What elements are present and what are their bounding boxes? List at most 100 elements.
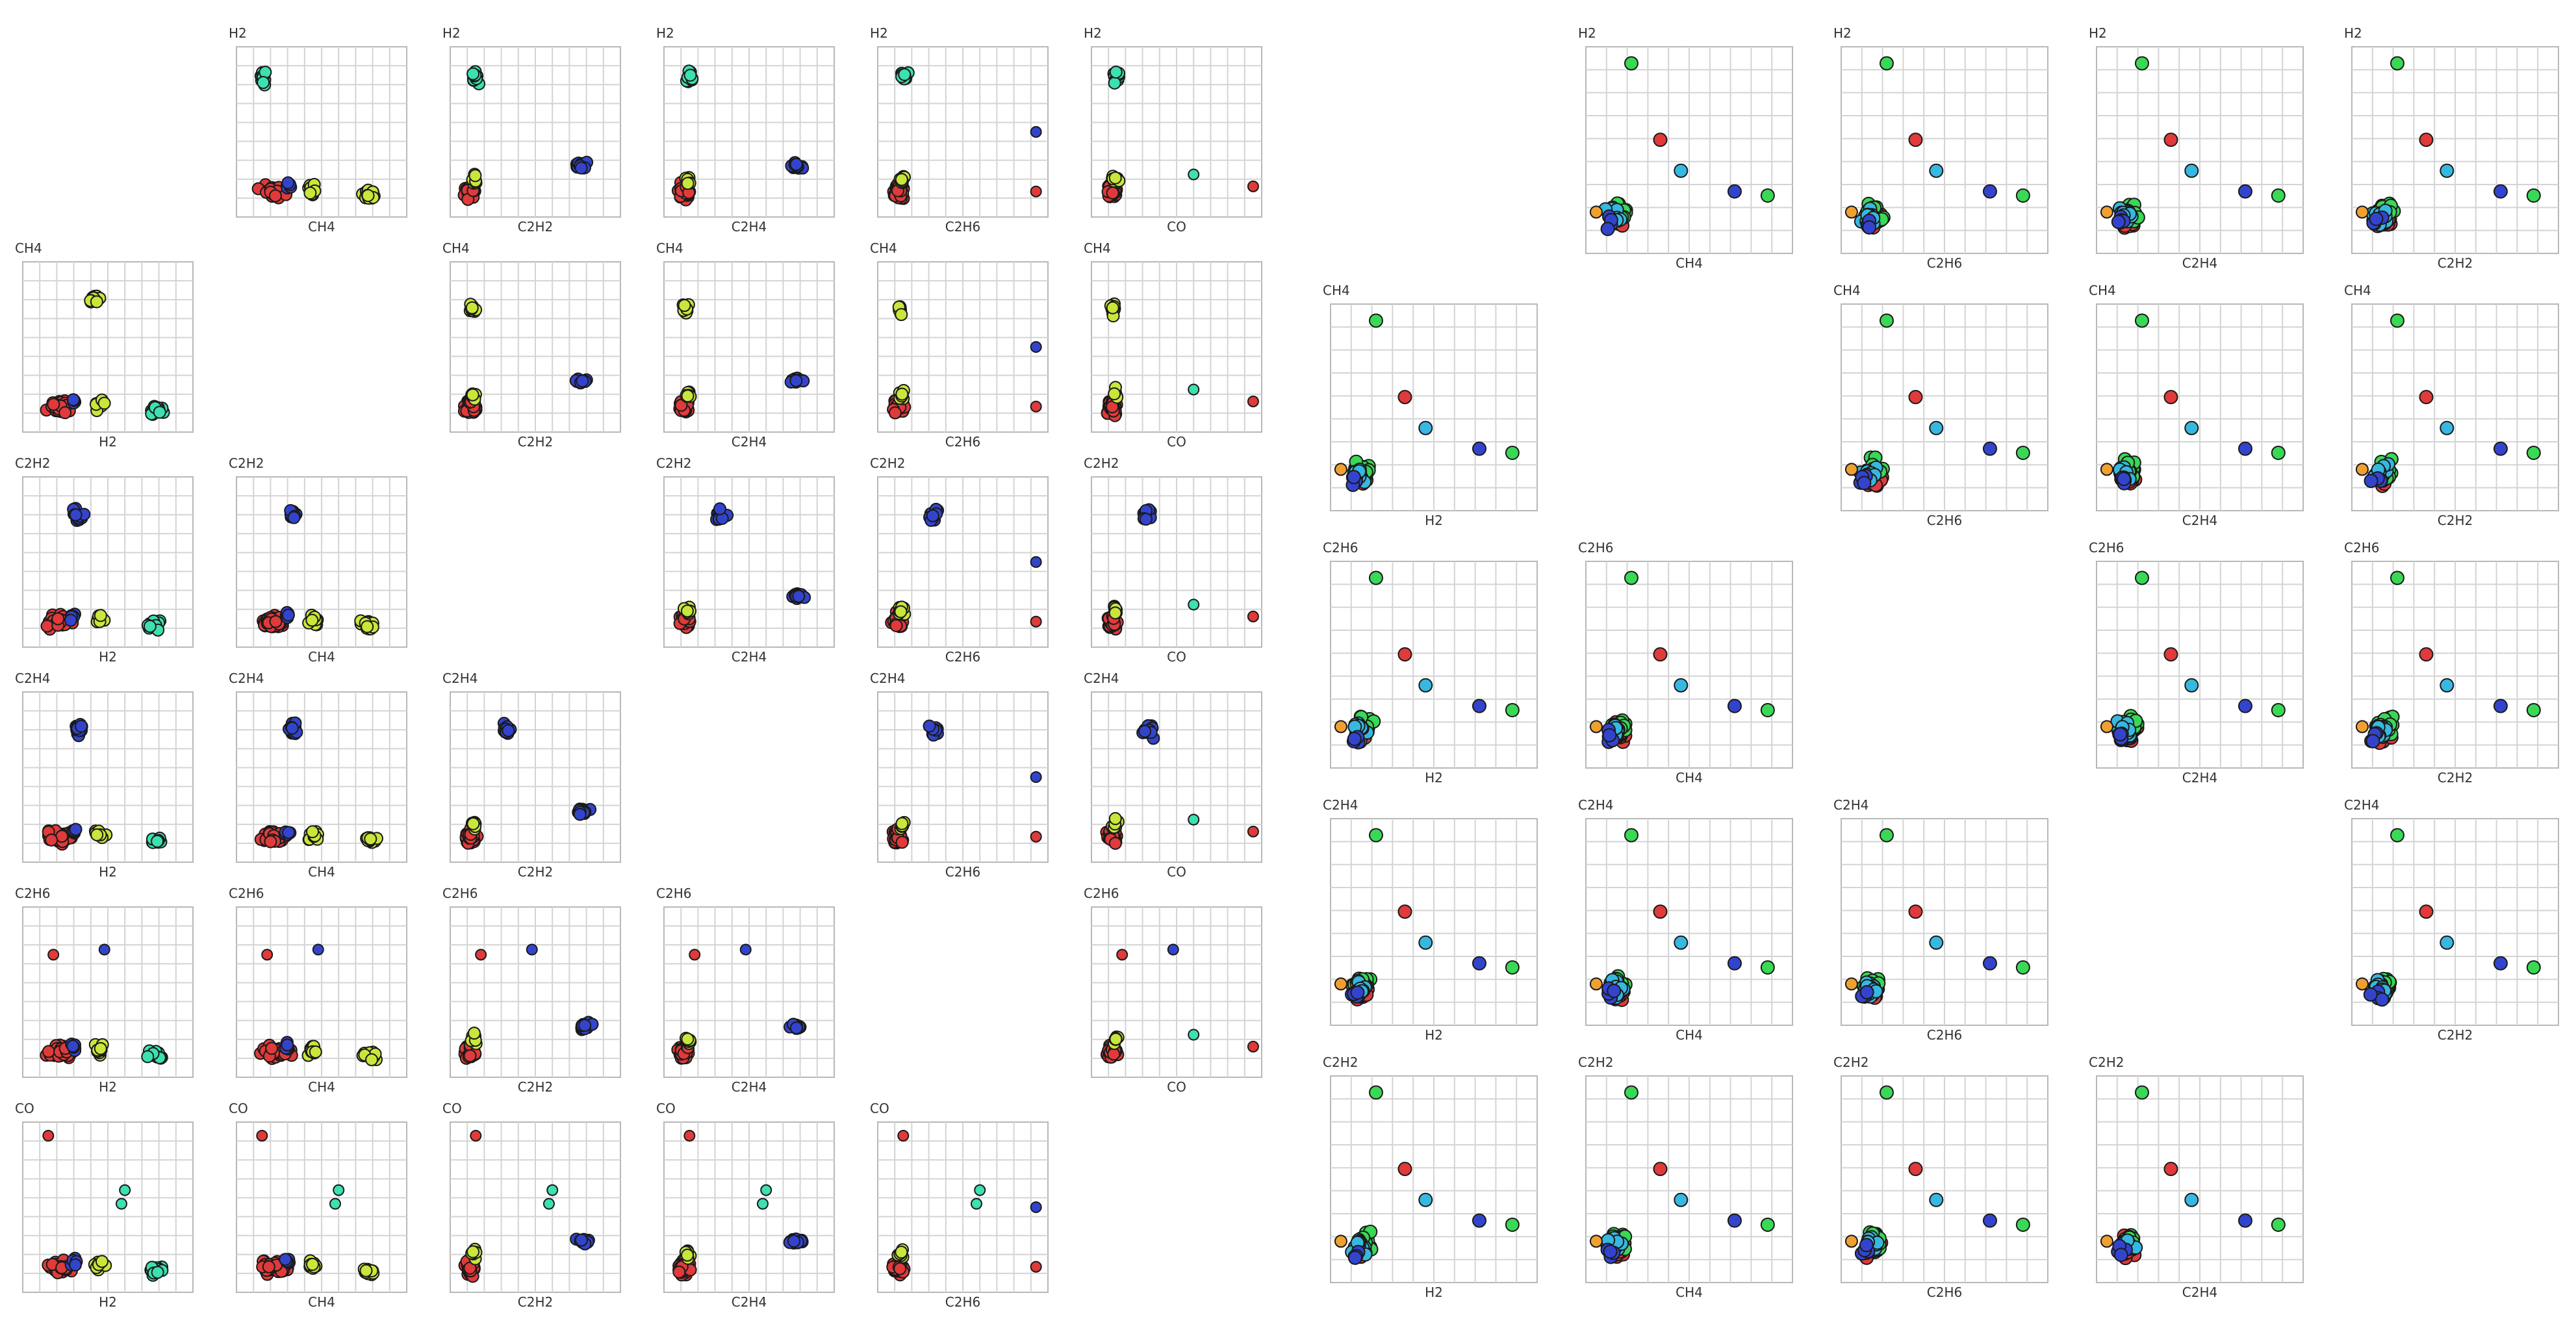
data-point xyxy=(306,825,320,839)
y-axis-label: CH4 xyxy=(15,240,42,256)
data-point xyxy=(1030,1260,1042,1273)
data-point xyxy=(1653,904,1668,919)
data-point xyxy=(1108,171,1122,185)
data-point xyxy=(312,943,324,956)
data-point xyxy=(1106,301,1119,314)
data-point xyxy=(1397,647,1412,662)
data-point xyxy=(1368,313,1383,328)
y-axis-label: C2H6 xyxy=(229,886,264,901)
data-point xyxy=(256,1129,268,1142)
y-axis-label: H2 xyxy=(656,25,674,41)
data-point xyxy=(2184,163,2199,178)
y-axis-label: C2H6 xyxy=(2089,540,2124,556)
x-axis-label: CO xyxy=(1167,864,1186,880)
data-point xyxy=(64,613,77,627)
left-panel-C2H4-vs-CH4: C2H4 CH4 xyxy=(229,671,407,880)
x-axis-label: H2 xyxy=(99,1294,117,1310)
y-axis-label: C2H2 xyxy=(1833,1055,1868,1070)
left-panel-C2H4-vs-C2H2: C2H4 C2H2 xyxy=(442,671,621,880)
data-point xyxy=(329,1197,341,1210)
data-point xyxy=(1188,383,1200,396)
left-panel-C2H2-vs-H2: C2H2 H2 xyxy=(15,455,194,665)
data-point xyxy=(1138,724,1152,738)
data-point xyxy=(1982,184,1997,199)
y-axis-label: C2H6 xyxy=(1578,540,1613,556)
data-point xyxy=(760,1184,772,1196)
right-panel-C2H6-vs-H2: C2H6 H2 xyxy=(1323,540,1538,786)
data-point xyxy=(2100,205,2113,219)
right-panel-H2-vs-CH4: H2 CH4 xyxy=(1578,25,1793,271)
data-point xyxy=(94,1042,107,1055)
data-point xyxy=(1674,935,1689,950)
y-axis-label: H2 xyxy=(229,25,247,41)
x-axis-label: C2H2 xyxy=(2438,255,2473,271)
data-point xyxy=(502,724,515,737)
data-point xyxy=(1247,1040,1259,1053)
data-point xyxy=(1334,977,1347,991)
data-point xyxy=(94,609,107,622)
data-point xyxy=(1108,387,1121,401)
data-point xyxy=(926,509,939,522)
data-point xyxy=(1908,1162,1923,1177)
left-panel-CH4-vs-C2H6: CH4 C2H6 xyxy=(870,240,1049,450)
data-point xyxy=(1505,702,1520,717)
x-axis-label: H2 xyxy=(99,1079,117,1095)
x-axis-label: C2H2 xyxy=(2438,1027,2473,1043)
data-point xyxy=(1030,1201,1042,1213)
data-point xyxy=(1674,1192,1689,1207)
data-point xyxy=(1589,977,1603,991)
left-panel-H2-vs-C2H2: H2 C2H2 xyxy=(442,25,621,235)
data-point xyxy=(2015,445,2030,460)
data-point xyxy=(1334,720,1347,734)
y-axis-label: CO xyxy=(15,1101,34,1116)
right-panel-CH4-vs-C2H4: CH4 C2H4 xyxy=(2089,283,2304,528)
data-point xyxy=(467,1027,481,1040)
data-point xyxy=(97,396,111,410)
x-axis-label: C2H4 xyxy=(2182,513,2217,528)
data-point xyxy=(1109,65,1123,79)
y-axis-label: C2H4 xyxy=(1323,797,1358,813)
right-panel-C2H4-vs-C2H6: C2H4 C2H6 xyxy=(1833,797,2048,1043)
data-point xyxy=(66,393,80,407)
x-axis-label: H2 xyxy=(99,434,117,450)
data-point xyxy=(1247,610,1259,622)
data-point xyxy=(2116,472,2131,487)
data-point xyxy=(264,835,277,849)
data-point xyxy=(141,1050,155,1064)
data-point xyxy=(98,943,110,956)
left-panel-C2H4-vs-H2: C2H4 H2 xyxy=(15,671,194,880)
data-point xyxy=(47,398,60,411)
y-axis-label: CO xyxy=(442,1101,462,1116)
data-point xyxy=(672,1265,686,1279)
y-axis-label: CO xyxy=(656,1101,676,1116)
x-axis-label: C2H4 xyxy=(732,219,767,235)
x-axis-label: H2 xyxy=(99,864,117,880)
y-axis-label: C2H4 xyxy=(229,671,264,686)
left-panel-C2H6-vs-CO: C2H6 CO xyxy=(1084,886,1262,1095)
data-point xyxy=(2238,698,2252,713)
left-panel-CH4-vs-CO: CH4 CO xyxy=(1084,240,1262,450)
data-point xyxy=(1589,720,1603,734)
data-point xyxy=(1653,1162,1668,1177)
data-point xyxy=(689,949,701,961)
data-point xyxy=(2163,390,2178,405)
right-panel-C2H2-vs-CH4: C2H2 CH4 xyxy=(1578,1055,1793,1300)
data-point xyxy=(261,949,274,961)
data-point xyxy=(51,612,65,626)
data-point xyxy=(66,1040,80,1053)
data-point xyxy=(2271,445,2286,460)
right-panel-C2H2-vs-C2H6: C2H2 C2H6 xyxy=(1833,1055,2048,1300)
x-axis-label: C2H4 xyxy=(732,1294,767,1310)
data-point xyxy=(1879,56,1894,71)
x-axis-label: H2 xyxy=(1425,513,1443,528)
x-axis-label: C2H6 xyxy=(1927,513,1962,528)
data-point xyxy=(47,949,60,961)
y-axis-label: C2H6 xyxy=(15,886,50,901)
data-point xyxy=(1908,133,1923,147)
data-point xyxy=(542,1197,555,1210)
data-point xyxy=(364,832,377,846)
right-panel-CH4-vs-C2H6: CH4 C2H6 xyxy=(1833,283,2048,528)
data-point xyxy=(739,943,752,956)
data-point xyxy=(1727,956,1742,971)
x-axis-label: C2H6 xyxy=(1927,1285,1962,1300)
